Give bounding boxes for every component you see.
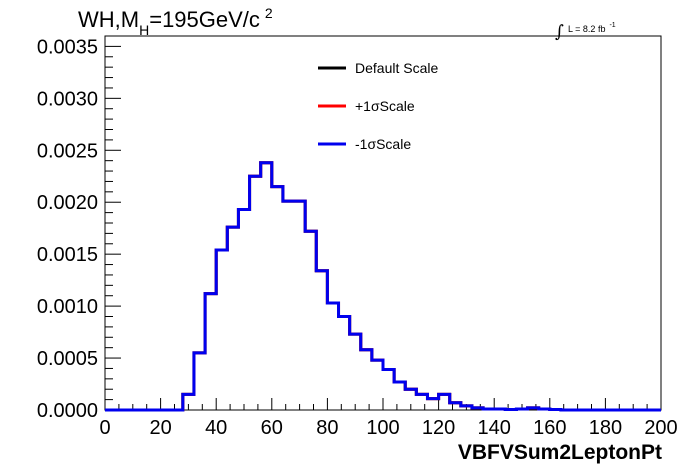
x-tick-label: 200 (644, 417, 677, 439)
legend: Default Scale +1σScale -1σScale (318, 60, 438, 152)
luminosity-text: L = 8.2 fb (568, 24, 605, 34)
x-tick-label: 40 (205, 417, 227, 439)
x-tick-label: 0 (99, 417, 110, 439)
y-tick-label: 0.0000 (37, 400, 98, 422)
x-tick-label: 180 (589, 417, 622, 439)
x-tick-label: 160 (533, 417, 566, 439)
y-tick-label: 0.0025 (37, 140, 98, 162)
y-tick-label: 0.0035 (37, 36, 98, 58)
x-tick-label: 120 (422, 417, 455, 439)
luminosity-superscript: -1 (609, 22, 615, 29)
legend-entry-0: Default Scale (355, 60, 438, 76)
series-layer (105, 161, 661, 412)
y-tick-label: 0.0015 (37, 244, 98, 266)
y-tick-label: 0.0020 (37, 192, 98, 214)
chart-title: WH,MH=195GeV/c 2 (78, 5, 273, 38)
y-tick-label: 0.0030 (37, 88, 98, 110)
legend-entry-1: +1σScale (355, 98, 415, 114)
x-axis-label: VBFVSum2LeptonPt (458, 441, 662, 464)
title-superscript: 2 (265, 5, 273, 21)
y-tick-label: 0.0010 (37, 296, 98, 318)
x-tick-label: 80 (316, 417, 338, 439)
title-prefix: WH,M (78, 7, 139, 32)
x-tick-label: 20 (149, 417, 171, 439)
legend-entry-2: -1σScale (355, 136, 411, 152)
x-tick-label: 60 (261, 417, 283, 439)
y-tick-label: 0.0005 (37, 348, 98, 370)
title-subscript: H (139, 22, 149, 38)
luminosity-label: L = 8.2 fb -1 (568, 22, 616, 34)
x-tick-label: 100 (366, 417, 399, 439)
title-suffix: =195GeV/c (149, 7, 260, 32)
luminosity-integral-sign: ∫ (555, 22, 564, 42)
axes: 0 20 40 60 80 100 120 140 160 180 200 0.0000 0.0005 0… (37, 35, 678, 439)
series-line-2 (105, 161, 661, 412)
x-tick-label: 140 (478, 417, 511, 439)
